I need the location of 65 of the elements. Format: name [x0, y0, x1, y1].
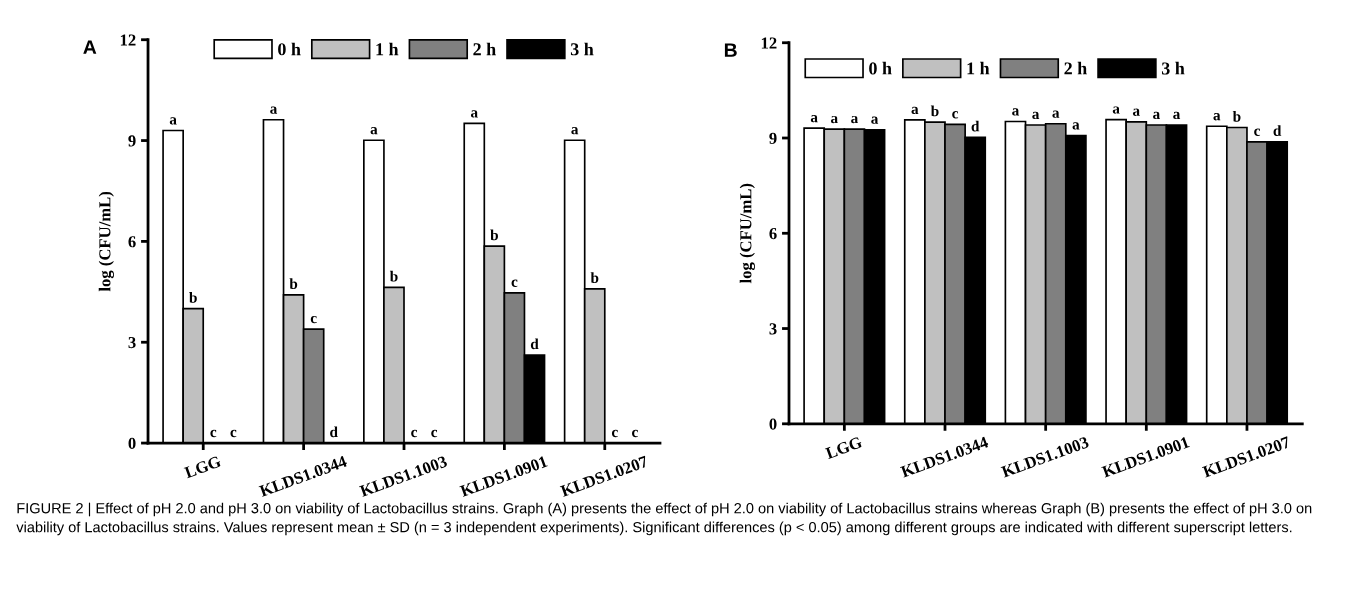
y-tick-label: 0	[769, 418, 777, 430]
y-tick-label: 9	[128, 135, 136, 147]
y-tick-label: 6	[769, 228, 777, 240]
data-label: c	[431, 429, 438, 438]
data-label: c	[310, 315, 317, 324]
data-label: a	[851, 115, 859, 124]
data-label: a	[810, 114, 818, 123]
y-tick-label: 3	[128, 336, 136, 349]
y-tick-label: 9	[769, 132, 777, 144]
legend-label: 0 h	[869, 61, 892, 75]
data-label: a	[169, 117, 177, 125]
data-label: c	[1254, 128, 1261, 136]
chart-title: B	[724, 43, 737, 57]
y-axis-title: log (CFU/mL)	[739, 183, 755, 284]
legend-label: 0 h	[278, 42, 301, 56]
data-label: a	[1052, 110, 1060, 118]
data-label: c	[611, 429, 618, 438]
data-label: a	[1032, 111, 1040, 120]
data-label: b	[189, 291, 197, 303]
data-label: a	[1173, 111, 1181, 120]
y-axis-title: log (CFU/mL)	[98, 191, 114, 292]
y-tick-label: 12	[761, 37, 777, 49]
chart-title: A	[83, 40, 97, 54]
data-label: c	[210, 429, 217, 438]
data-label: c	[952, 111, 959, 119]
legend-label: 2 h	[473, 42, 496, 56]
data-label: a	[1012, 108, 1020, 116]
y-tick-label: 3	[769, 323, 777, 335]
data-label: b	[389, 270, 398, 282]
data-label: a	[571, 127, 579, 135]
legend-label: 2 h	[1064, 61, 1087, 75]
caption: FIGURE 2 | Effect of pH 2.0 and pH 3.0 on viability of Lactobacillus strains. Graph (A) presents the effect of pH 2.0 on viability of Lactobacillus strains whereas Graph (B) presents the effect of pH 3.0 on viability of Lactobacillus strains. Values represent mean ± SD (n = 3 independent experiments). Significant differences (p < 0.05) among different groups are indicated with different superscript letters.	[16, 502, 1312, 536]
data-label: b	[1232, 110, 1241, 122]
legend-label: 3 h	[570, 42, 594, 56]
data-label: a	[1213, 113, 1221, 121]
data-label: b	[289, 278, 298, 289]
data-label: a	[270, 106, 278, 114]
data-label: c	[411, 429, 418, 438]
legend-label: 1 h	[967, 61, 990, 75]
data-label: c	[230, 429, 237, 438]
y-tick-label: 6	[128, 236, 136, 248]
data-label: a	[871, 116, 879, 124]
data-label: b	[490, 229, 498, 241]
data-label: b	[930, 105, 939, 117]
data-label: a	[1153, 111, 1160, 120]
data-label: a	[470, 110, 478, 118]
legend-label: 3 h	[1161, 61, 1185, 75]
data-label: a	[830, 115, 838, 124]
data-label: d	[1273, 125, 1282, 136]
x-tick-label: LGG	[824, 436, 863, 460]
y-tick-label: 0	[128, 437, 136, 450]
data-label: a	[911, 106, 919, 115]
y-tick-label: 12	[120, 34, 136, 46]
legend-label: 1 h	[376, 42, 399, 56]
data-label: a	[370, 127, 378, 135]
data-label: a	[1112, 106, 1120, 114]
data-label: a	[1072, 122, 1080, 130]
data-label: d	[530, 338, 539, 350]
data-label: d	[971, 120, 980, 132]
data-label: d	[330, 426, 338, 438]
data-label: c	[632, 429, 638, 438]
data-label: b	[590, 272, 599, 283]
data-label: a	[1132, 108, 1140, 116]
data-label: c	[511, 279, 518, 287]
x-tick-label: LGG	[183, 455, 222, 479]
